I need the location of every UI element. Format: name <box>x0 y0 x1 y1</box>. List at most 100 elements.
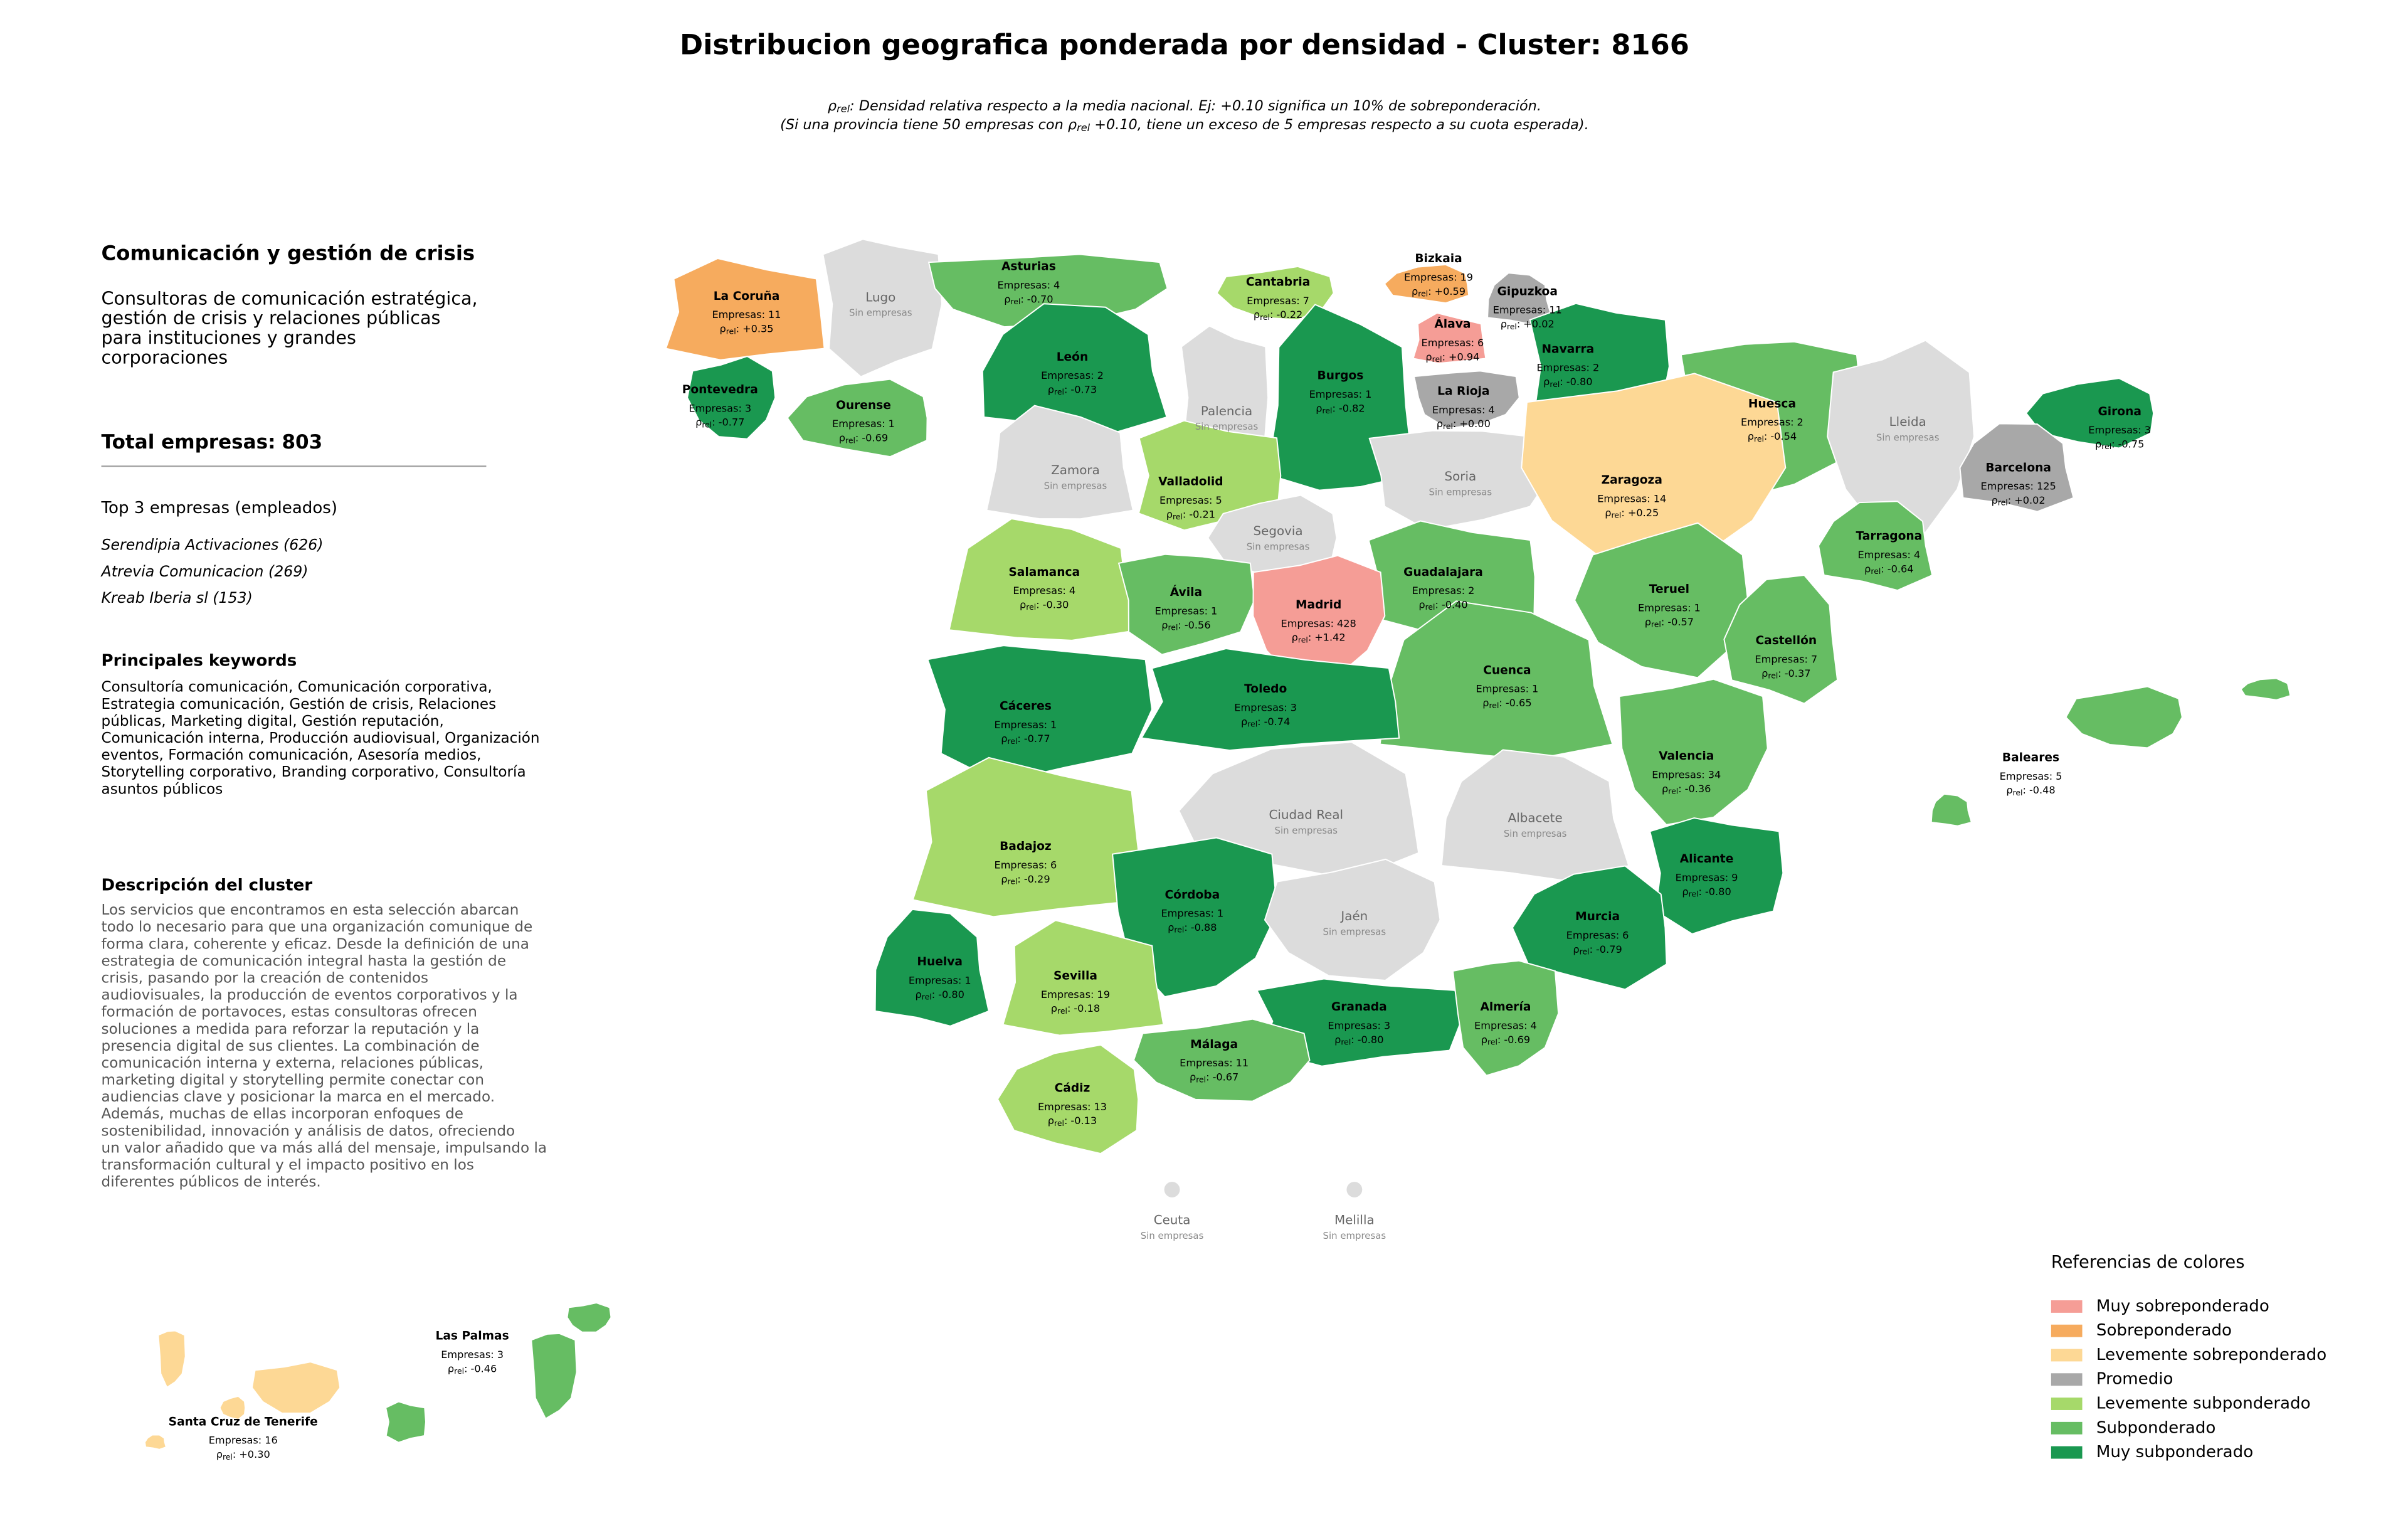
rho-symbol: ρ <box>448 1362 454 1374</box>
rho-value: -0.56 <box>1185 618 1211 630</box>
province-shape <box>1412 312 1487 364</box>
province-rho: ρrel: -0.69 <box>1481 1033 1530 1046</box>
rho-sub: rel <box>702 420 712 429</box>
companies-value: 1 <box>889 418 895 430</box>
rho-sub: rel <box>1418 289 1428 298</box>
rho-symbol: ρ <box>839 432 845 443</box>
companies-value: 125 <box>2037 480 2056 492</box>
province-shape <box>1256 978 1462 1067</box>
province-companies: Empresas: 6 <box>1422 336 1484 348</box>
rho-symbol: ρ <box>1573 943 1579 955</box>
rho-value: -0.80 <box>938 988 964 1000</box>
province-rho: ρrel: -0.79 <box>1573 943 1622 956</box>
keyword-line: Consultoría comunicación, Comunicación c… <box>102 679 492 696</box>
rho-sub: rel <box>1754 433 1764 443</box>
province-shape <box>2065 686 2183 749</box>
rho-value: -0.21 <box>1189 508 1215 520</box>
rho-symbol: ρ <box>216 1448 223 1460</box>
rho-sub: rel <box>1247 719 1257 728</box>
rho-sep: : <box>1332 402 1335 414</box>
province-status: Sin empresas <box>1274 825 1338 836</box>
legend-label: Subponderado <box>2096 1418 2215 1437</box>
province-shape <box>665 257 825 361</box>
subtitle: (Si una provincia tiene 50 empresas con … <box>780 116 1589 133</box>
rho-value: -0.40 <box>1442 598 1468 610</box>
rho-symbol: ρ <box>1001 733 1007 745</box>
companies-label: Empresas: <box>1281 617 1334 629</box>
rho-sep: : <box>1453 418 1456 430</box>
province-rho: ρrel: -0.88 <box>1168 921 1217 934</box>
rho-value: +0.30 <box>239 1448 270 1460</box>
province-rho: ρrel: -0.40 <box>1418 598 1467 612</box>
companies-label: Empresas: <box>1474 1019 1528 1031</box>
province-name: Asturias <box>1001 260 1056 273</box>
companies-value: 6 <box>1477 336 1484 348</box>
rho-sep: : <box>2111 438 2115 450</box>
rho-sub: rel <box>1054 387 1064 396</box>
province-companies: Empresas: 7 <box>1755 653 1817 665</box>
total: Total empresas: 803 <box>102 431 323 454</box>
province-shape <box>251 1361 341 1414</box>
companies-value: 428 <box>1337 617 1356 629</box>
rho-sep: : <box>1428 285 1431 297</box>
rho-value: -0.54 <box>1770 430 1797 442</box>
companies-label: Empresas: <box>1180 1057 1233 1069</box>
companies-label: Empresas: <box>1566 929 1620 941</box>
province-shape <box>1827 339 1975 533</box>
companies-label: Empresas: <box>1493 304 1546 316</box>
description: Los servicios que encontramos en esta se… <box>102 902 547 1190</box>
rho-sub: rel <box>1057 1005 1067 1015</box>
province-name: Valencia <box>1659 750 1714 763</box>
rho-value: +0.02 <box>1523 318 1554 330</box>
rho-value: -0.67 <box>1213 1071 1239 1083</box>
companies-label: Empresas: <box>209 1434 262 1446</box>
province-shape <box>1930 793 1973 827</box>
province-shape <box>1002 920 1164 1036</box>
province-status: Sin empresas <box>1876 432 1940 443</box>
province-rho: ρrel: -0.21 <box>1166 508 1215 521</box>
rho-sep: : <box>1661 615 1664 627</box>
rho-value: -0.74 <box>1264 715 1291 727</box>
legend-label: Levemente subponderado <box>2096 1394 2311 1413</box>
companies-value: 3 <box>1291 701 1297 713</box>
rho-value: -0.80 <box>1358 1033 1384 1045</box>
companies-value: 2 <box>1593 361 1599 373</box>
province-name: Sevilla <box>1054 970 1097 983</box>
rho-value: -0.80 <box>1566 376 1593 388</box>
province-shape <box>822 238 943 378</box>
rho-value: -0.79 <box>1596 943 1622 955</box>
province-companies: Empresas: 4 <box>1857 548 1920 560</box>
province-name: Murcia <box>1575 910 1620 923</box>
rho-symbol: ρ <box>1292 631 1298 643</box>
province-rho: ρrel: +0.59 <box>1412 285 1465 298</box>
companies-label: Empresas: <box>909 974 962 986</box>
legend-title: Referencias de colores <box>2051 1253 2245 1272</box>
province-name: Cuenca <box>1483 664 1531 677</box>
companies-label: Empresas: <box>1161 907 1214 919</box>
companies-value: 7 <box>1303 294 1309 306</box>
rho-sep: : <box>1017 873 1020 884</box>
province-rho: ρrel: -0.36 <box>1662 782 1711 795</box>
province-name: Barcelona <box>1985 461 2051 474</box>
rho-value: +1.42 <box>1314 631 1345 643</box>
rho-symbol: ρ <box>1168 921 1174 933</box>
rho-sub: rel <box>1489 700 1499 709</box>
province-name: Segovia <box>1254 524 1303 538</box>
keyword-line: asuntos públicos <box>102 781 223 797</box>
rho-sub: rel <box>2101 442 2111 451</box>
rho-symbol: ρ <box>1761 667 1768 679</box>
rho-value: -0.69 <box>1504 1033 1530 1045</box>
province-shape <box>927 645 1153 783</box>
rho-symbol: ρ <box>695 416 702 428</box>
rho-value: -0.57 <box>1667 615 1694 627</box>
companies-label: Empresas: <box>1412 585 1465 597</box>
rho-sep: : <box>1064 383 1067 395</box>
rho-sub: rel <box>1432 354 1442 364</box>
province-rho: ρrel: -0.64 <box>1864 563 1913 576</box>
rho-symbol: ρ <box>1241 715 1247 727</box>
province-companies: Empresas: 1 <box>1309 388 1372 400</box>
companies-label: Empresas: <box>1536 361 1590 373</box>
province-companies: Empresas: 1 <box>1161 907 1223 919</box>
companies-value: 2 <box>1097 369 1104 381</box>
province-rho: ρrel: +0.94 <box>1425 351 1479 364</box>
